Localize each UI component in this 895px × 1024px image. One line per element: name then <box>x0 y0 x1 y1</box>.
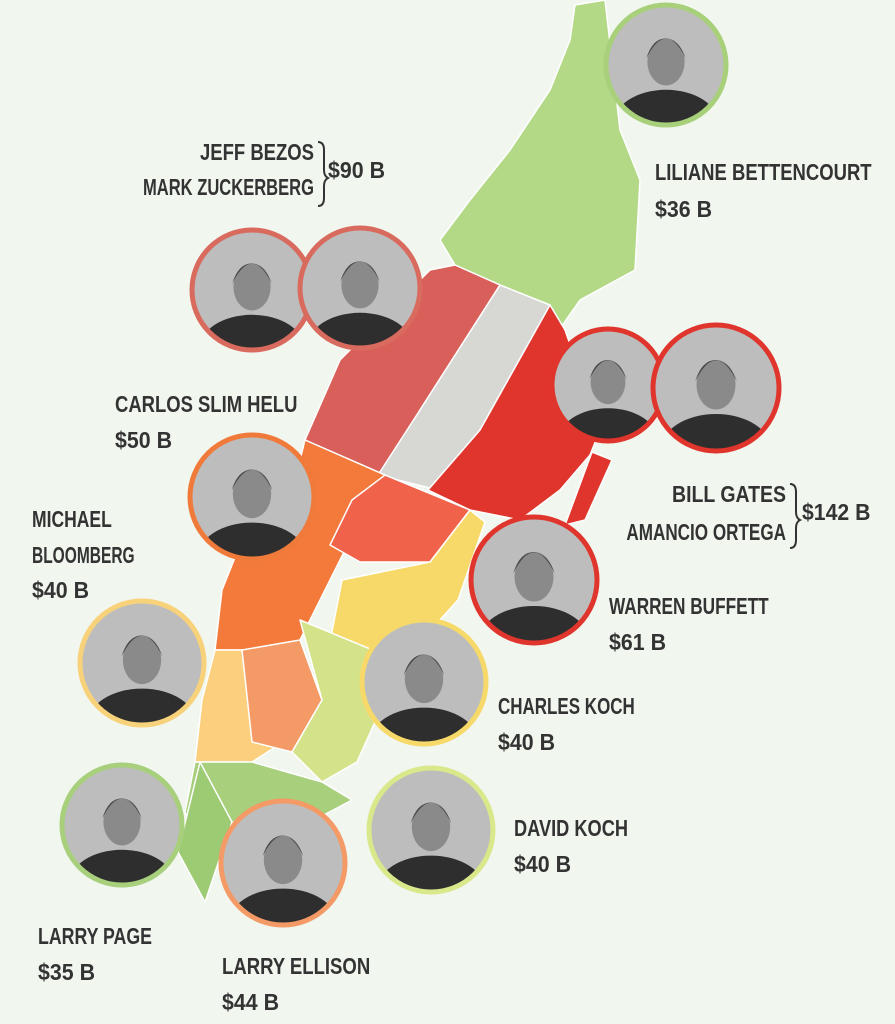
brace <box>317 141 331 207</box>
hair <box>121 635 163 657</box>
brace <box>789 483 803 549</box>
group-worth: $142 B <box>802 499 870 525</box>
face <box>103 798 141 846</box>
shoulders <box>376 855 486 890</box>
portrait <box>192 437 312 557</box>
person-worth: $40 B <box>498 729 555 755</box>
portrait-ring <box>218 798 348 928</box>
person-worth: $44 B <box>222 989 279 1015</box>
shoulders <box>228 888 338 923</box>
group-worth: $90 B <box>328 157 385 183</box>
face <box>696 360 736 410</box>
portrait-ring <box>77 598 207 728</box>
portrait-ring <box>366 765 496 895</box>
shoulders <box>199 314 305 348</box>
face <box>404 654 444 704</box>
face <box>233 263 271 311</box>
face <box>590 360 626 405</box>
person-name: CHARLES KOCH <box>498 693 635 719</box>
person-worth: $36 B <box>655 196 712 222</box>
portrait <box>655 327 777 449</box>
person-name: MICHAEL <box>32 506 112 532</box>
portrait <box>194 232 310 348</box>
group-name: BILL GATES <box>672 481 786 507</box>
hair <box>513 552 555 574</box>
portrait <box>364 622 484 742</box>
shoulders <box>660 414 772 449</box>
group-name: JEFF BEZOS <box>200 139 314 165</box>
person-worth: $61 B <box>609 629 666 655</box>
person-name: LILIANE BETTENCOURT <box>655 159 872 185</box>
face <box>647 38 685 86</box>
person-name: CARLOS SLIM HELU <box>115 391 297 417</box>
portraits <box>59 2 782 928</box>
portrait-ring <box>297 225 423 351</box>
shoulders <box>69 849 175 883</box>
face <box>232 469 272 519</box>
braces <box>317 141 803 549</box>
person-worth: $40 B <box>514 851 571 877</box>
group-name: MARK ZUCKERBERG <box>143 174 314 200</box>
face <box>263 835 303 885</box>
shoulders <box>558 408 658 439</box>
hair <box>262 835 304 857</box>
region <box>177 761 233 903</box>
hair <box>695 360 737 382</box>
portrait-ring <box>468 514 600 646</box>
hair <box>340 261 380 282</box>
map <box>177 0 641 903</box>
face <box>514 552 554 602</box>
portrait <box>371 770 491 890</box>
hair <box>231 469 273 491</box>
portrait <box>223 803 343 923</box>
hair <box>102 798 142 819</box>
shoulders <box>369 707 479 742</box>
shoulders <box>87 688 197 723</box>
shoulders <box>478 606 590 641</box>
person-worth: $40 B <box>32 577 89 603</box>
face <box>341 261 379 309</box>
portrait-ring <box>603 2 729 128</box>
labels: LILIANE BETTENCOURT $36 B JEFF BEZOS MAR… <box>32 139 872 1015</box>
person-name: LARRY ELLISON <box>222 953 370 979</box>
portrait-ring <box>187 432 317 562</box>
portrait <box>608 7 724 123</box>
face <box>411 802 451 852</box>
portrait <box>302 230 418 346</box>
portrait <box>64 767 180 883</box>
person-name: DAVID KOCH <box>514 815 628 841</box>
portrait <box>554 331 662 439</box>
portrait-ring <box>59 762 185 888</box>
shoulders <box>613 89 719 123</box>
hair <box>589 360 627 380</box>
hair <box>232 263 272 284</box>
person-name: BLOOMBERG <box>32 542 135 568</box>
shoulders <box>197 522 307 557</box>
portrait <box>82 603 202 723</box>
shoulders <box>307 312 413 346</box>
group-name: AMANCIO ORTEGA <box>626 519 786 545</box>
hair <box>646 38 686 59</box>
person-worth: $50 B <box>115 427 172 453</box>
region <box>564 451 613 526</box>
person-name: LARRY PAGE <box>38 923 152 949</box>
person-name: WARREN BUFFETT <box>609 593 769 619</box>
person-worth: $35 B <box>38 959 95 985</box>
portrait <box>473 519 595 641</box>
hair <box>410 802 452 824</box>
face <box>122 635 162 685</box>
portrait-ring <box>650 322 782 454</box>
portrait-ring <box>359 617 489 747</box>
hair <box>403 654 445 676</box>
